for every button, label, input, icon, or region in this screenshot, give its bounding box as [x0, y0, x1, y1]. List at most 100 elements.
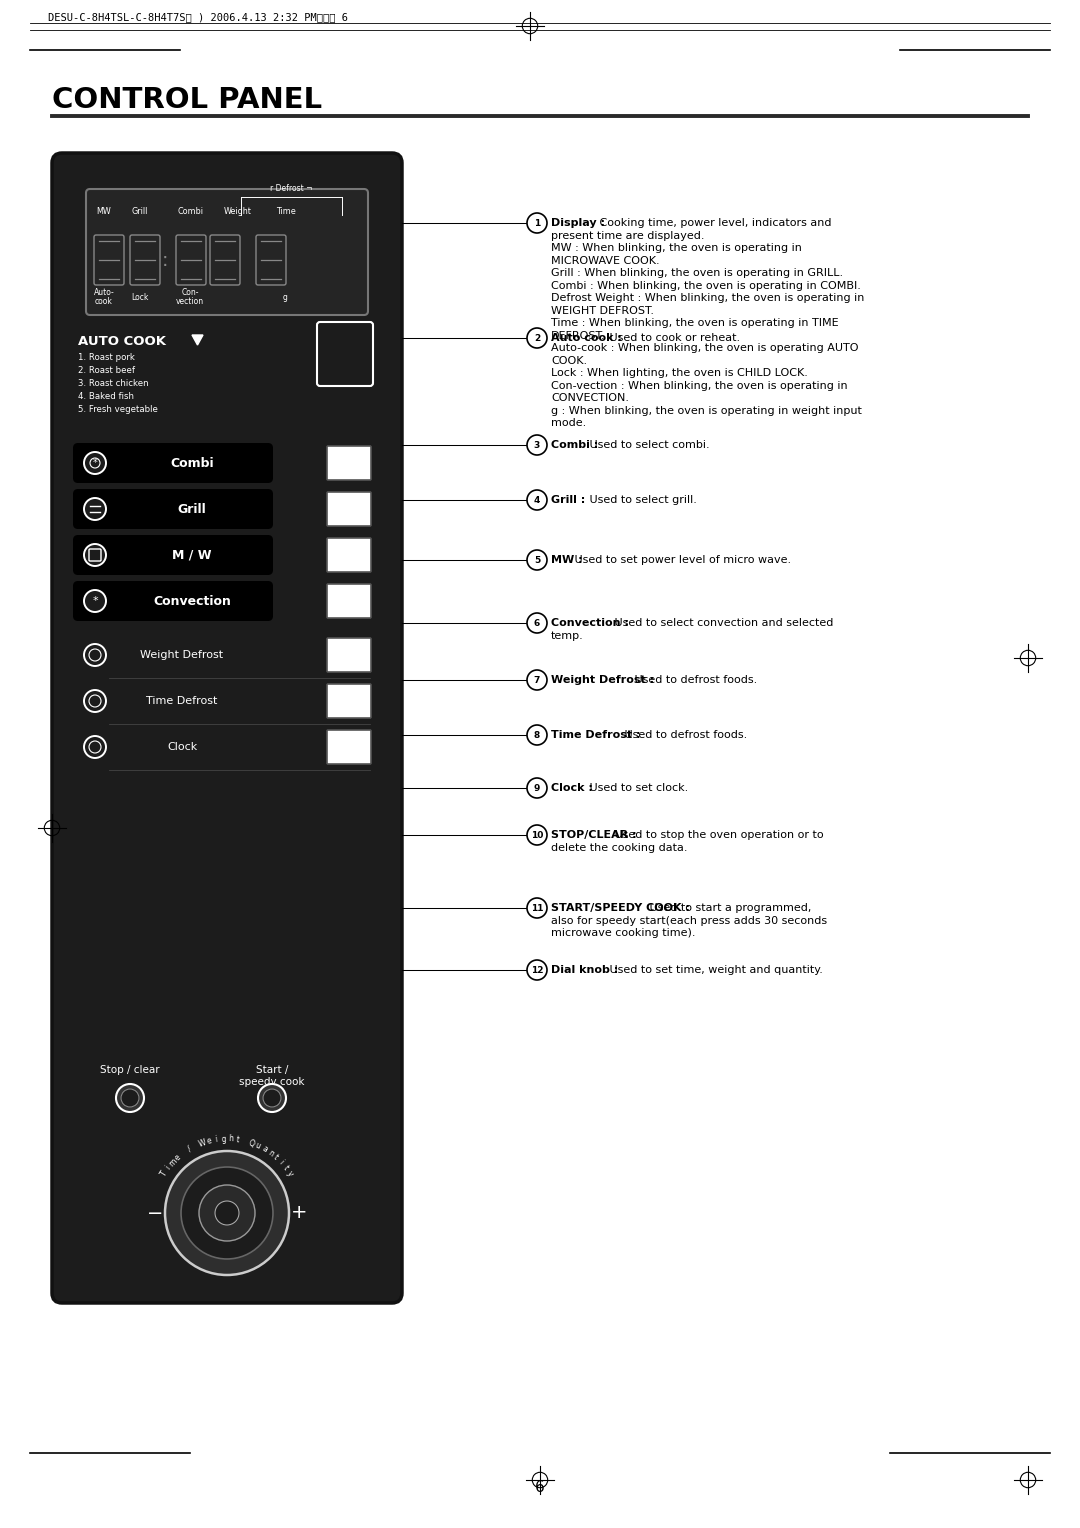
- Text: /: /: [186, 1144, 193, 1154]
- Text: t: t: [272, 1154, 280, 1161]
- Text: 9: 9: [534, 784, 540, 793]
- Text: Grill: Grill: [132, 206, 148, 215]
- Text: e: e: [173, 1152, 183, 1163]
- Text: Combi: Combi: [171, 457, 214, 469]
- Text: 8: 8: [534, 730, 540, 740]
- Text: t: t: [235, 1135, 240, 1144]
- Text: microwave cooking time).: microwave cooking time).: [551, 927, 696, 938]
- Text: temp.: temp.: [551, 631, 584, 640]
- Text: Used to set clock.: Used to set clock.: [586, 782, 688, 793]
- Text: Con-vection : When blinking, the oven is operating in: Con-vection : When blinking, the oven is…: [551, 380, 848, 391]
- Text: 7: 7: [534, 675, 540, 685]
- FancyBboxPatch shape: [73, 581, 273, 620]
- Circle shape: [527, 550, 546, 570]
- Circle shape: [527, 212, 546, 232]
- Text: AUTO COOK: AUTO COOK: [78, 335, 166, 347]
- Text: 6: 6: [535, 1481, 545, 1496]
- Circle shape: [527, 778, 546, 798]
- Circle shape: [84, 590, 106, 613]
- Text: g: g: [283, 292, 287, 301]
- Text: h: h: [228, 1134, 233, 1143]
- Text: 1. Roast pork: 1. Roast pork: [78, 353, 135, 362]
- Text: T: T: [159, 1169, 170, 1178]
- Circle shape: [527, 669, 546, 691]
- Text: Time : When blinking, the oven is operating in TIME: Time : When blinking, the oven is operat…: [551, 318, 839, 329]
- Circle shape: [527, 825, 546, 845]
- Text: Q: Q: [247, 1138, 256, 1149]
- Text: W: W: [198, 1138, 207, 1149]
- Text: i: i: [215, 1135, 218, 1144]
- Text: Weight Defrost: Weight Defrost: [140, 649, 224, 660]
- Text: i: i: [278, 1158, 285, 1166]
- Text: MW : When blinking, the oven is operating in: MW : When blinking, the oven is operatin…: [551, 243, 801, 254]
- Circle shape: [527, 329, 546, 348]
- Circle shape: [527, 898, 546, 918]
- Text: Used to defrost foods.: Used to defrost foods.: [621, 730, 747, 740]
- Circle shape: [527, 490, 546, 510]
- Text: Used to start a programmed,: Used to start a programmed,: [646, 903, 811, 914]
- Text: Defrost Weight : When blinking, the oven is operating in: Defrost Weight : When blinking, the oven…: [551, 293, 864, 303]
- Text: Convection :: Convection :: [551, 617, 629, 628]
- Text: WEIGHT DEFROST.: WEIGHT DEFROST.: [551, 306, 654, 315]
- Text: Convection: Convection: [153, 594, 231, 608]
- Text: g: g: [220, 1134, 226, 1143]
- Text: y: y: [285, 1169, 295, 1178]
- Text: −: −: [147, 1204, 163, 1222]
- Circle shape: [116, 1083, 144, 1112]
- Text: 5: 5: [534, 556, 540, 564]
- FancyBboxPatch shape: [327, 446, 372, 480]
- Text: 3: 3: [534, 440, 540, 449]
- Text: *: *: [92, 596, 98, 607]
- Text: STOP/CLEAR :: STOP/CLEAR :: [551, 830, 636, 840]
- FancyBboxPatch shape: [327, 492, 372, 526]
- Text: e: e: [206, 1137, 213, 1146]
- Text: also for speedy start(each press adds 30 seconds: also for speedy start(each press adds 30…: [551, 915, 827, 926]
- Circle shape: [84, 498, 106, 520]
- Text: 10: 10: [530, 831, 543, 839]
- Text: 5. Fresh vegetable: 5. Fresh vegetable: [78, 405, 158, 414]
- Text: Clock: Clock: [167, 743, 198, 752]
- FancyBboxPatch shape: [327, 538, 372, 571]
- Text: Combi :: Combi :: [551, 440, 598, 451]
- FancyBboxPatch shape: [52, 153, 402, 1303]
- Text: Weight Defrost :: Weight Defrost :: [551, 675, 654, 685]
- Text: Combi : When blinking, the oven is operating in COMBI.: Combi : When blinking, the oven is opera…: [551, 281, 861, 290]
- Text: Used to set time, weight and quantity.: Used to set time, weight and quantity.: [606, 966, 823, 975]
- Circle shape: [84, 736, 106, 758]
- Circle shape: [199, 1186, 255, 1241]
- Circle shape: [258, 1083, 286, 1112]
- Text: 4: 4: [534, 495, 540, 504]
- Circle shape: [527, 435, 546, 455]
- Text: Grill :: Grill :: [551, 495, 585, 504]
- Text: Time: Time: [276, 206, 296, 215]
- Text: Start /: Start /: [256, 1065, 288, 1076]
- Text: Cooking time, power level, indicators and: Cooking time, power level, indicators an…: [596, 219, 832, 228]
- Circle shape: [215, 1201, 239, 1225]
- Text: CONVECTION.: CONVECTION.: [551, 393, 629, 403]
- Circle shape: [121, 1089, 139, 1106]
- Text: COOK.: COOK.: [551, 356, 588, 365]
- Text: DESU-C-8H4TSL-C-8H4T7S엙 ) 2006.4.13 2:32 PM페이지 6: DESU-C-8H4TSL-C-8H4T7S엙 ) 2006.4.13 2:32…: [48, 12, 348, 21]
- Text: Combi: Combi: [177, 206, 203, 215]
- Text: Grill: Grill: [177, 503, 206, 515]
- Text: Stop / clear: Stop / clear: [100, 1065, 160, 1076]
- Polygon shape: [192, 335, 203, 345]
- Text: Dial knob :: Dial knob :: [551, 966, 618, 975]
- Text: M / W: M / W: [172, 549, 212, 561]
- Circle shape: [84, 452, 106, 474]
- Circle shape: [527, 960, 546, 979]
- Text: r Defrost ¬: r Defrost ¬: [270, 183, 312, 193]
- Text: Weight: Weight: [224, 206, 252, 215]
- Text: *: *: [93, 458, 97, 468]
- Text: Display :: Display :: [551, 219, 605, 228]
- Text: Auto-
cook: Auto- cook: [94, 287, 114, 306]
- FancyBboxPatch shape: [86, 189, 368, 315]
- Text: +: +: [291, 1204, 307, 1222]
- Text: 6: 6: [534, 619, 540, 628]
- Text: Time Defrost :: Time Defrost :: [551, 730, 640, 740]
- Text: START/SPEEDY COOK :: START/SPEEDY COOK :: [551, 903, 690, 914]
- Circle shape: [181, 1167, 273, 1259]
- Text: Clock :: Clock :: [551, 782, 593, 793]
- Text: u: u: [254, 1141, 262, 1151]
- FancyBboxPatch shape: [73, 535, 273, 575]
